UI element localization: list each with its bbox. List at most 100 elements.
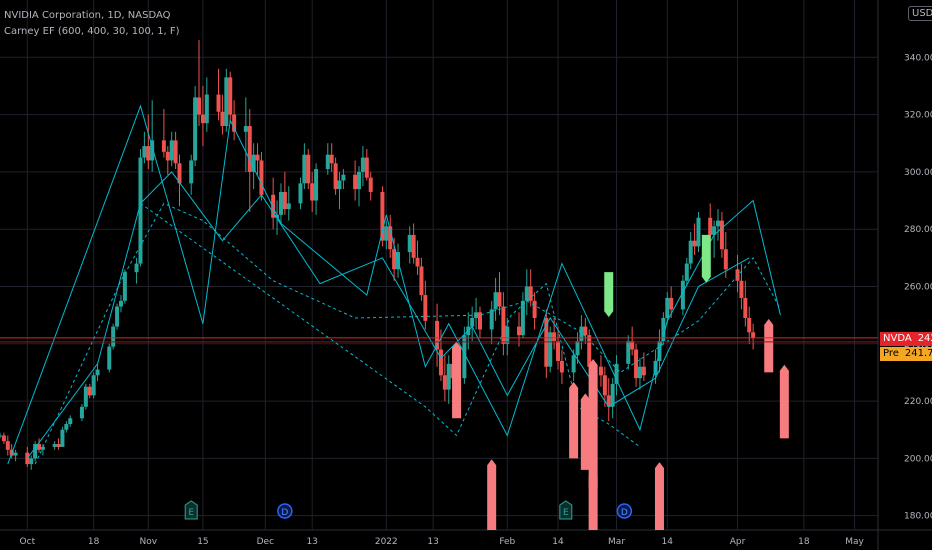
dashed-pattern-line	[34, 202, 781, 465]
candle-up	[337, 180, 342, 190]
candle-down	[255, 154, 260, 161]
bear-signal-marker	[588, 358, 598, 488]
chart-title: NVIDIA Corporation, 1D, NASDAQ	[4, 10, 171, 21]
candle-up	[489, 309, 494, 330]
candle-up	[610, 383, 615, 407]
candle-up	[493, 292, 498, 310]
earnings-event-icon[interactable]: E	[559, 500, 573, 520]
candle-down	[544, 318, 549, 367]
x-tick-label: 18	[798, 537, 810, 547]
event-label: D	[281, 508, 288, 518]
candle-up	[40, 446, 45, 450]
candle-up	[325, 154, 330, 170]
candle-up	[407, 234, 412, 253]
candle-up	[68, 418, 73, 424]
candle-down	[598, 366, 603, 376]
candle-down	[587, 335, 592, 367]
currency-label[interactable]: USD	[908, 6, 932, 21]
candle-up	[520, 300, 525, 336]
candle-up	[360, 157, 365, 172]
bear-signal-marker	[588, 470, 598, 530]
candle-up	[575, 340, 580, 356]
x-tick-label: 14	[552, 537, 564, 547]
bull-signal-marker	[604, 272, 614, 318]
candle-up	[107, 346, 112, 370]
candle-up	[91, 375, 96, 396]
candle-down	[271, 194, 276, 218]
candle-down	[723, 249, 728, 270]
candle-up	[83, 386, 88, 407]
candle-up	[665, 297, 670, 318]
candle-up	[680, 280, 685, 310]
candle-down	[559, 360, 564, 373]
candlestick-series	[0, 40, 756, 470]
candle-down	[197, 97, 202, 115]
candle-down	[388, 226, 393, 250]
bull-signal-marker	[701, 234, 711, 283]
candle-down	[423, 295, 428, 321]
candle-down	[719, 220, 724, 250]
candle-down	[364, 157, 369, 178]
bear-signal-marker	[779, 364, 789, 439]
candle-down	[368, 177, 373, 192]
earnings-event-icon[interactable]: E	[184, 500, 198, 520]
candle-down	[1, 435, 6, 442]
indicator-legend[interactable]: Carney EF (600, 400, 30, 100, 1, F)	[4, 26, 180, 37]
candle-down	[708, 217, 713, 235]
x-tick-label: 15	[197, 537, 208, 547]
candle-up	[470, 318, 475, 327]
x-tick-label: 13	[427, 537, 438, 547]
dividend-event-icon[interactable]: D	[277, 503, 293, 519]
candle-up	[446, 363, 451, 390]
candle-down	[556, 340, 561, 361]
y-tick-label: 220.00	[904, 397, 932, 407]
y-tick-label: 320.00	[904, 111, 932, 121]
x-tick-label: Mar	[608, 537, 625, 547]
y-tick-label: 300.00	[904, 168, 932, 178]
candle-up	[13, 452, 18, 456]
candle-down	[692, 240, 697, 247]
last-price-value: 242.08	[914, 332, 932, 346]
candle-up	[33, 444, 38, 459]
candle-up	[637, 366, 642, 379]
candle-up	[142, 146, 147, 158]
candle-up	[341, 174, 346, 181]
candle-down	[751, 332, 756, 339]
pattern-line	[26, 171, 750, 459]
candle-up	[661, 318, 666, 341]
candle-up	[111, 326, 116, 347]
candle-down	[329, 154, 334, 164]
candle-up	[189, 160, 194, 184]
dashed-pattern-line	[140, 202, 641, 448]
candle-down	[501, 306, 506, 344]
candle-up	[29, 458, 34, 465]
candle-up	[302, 154, 307, 184]
dividend-event-icon[interactable]: D	[616, 503, 633, 519]
candle-down	[161, 140, 166, 152]
price-axis: 180.00200.00220.00240.00260.00280.00300.…	[904, 53, 932, 521]
candle-down	[165, 151, 170, 161]
candle-up	[505, 326, 510, 344]
candle-down	[532, 300, 537, 318]
candle-down	[743, 297, 748, 318]
bear-signal-marker	[569, 381, 579, 459]
y-tick-label: 340.00	[904, 53, 932, 63]
pattern-lines	[7, 104, 781, 465]
pattern-line	[7, 104, 781, 465]
candle-down	[282, 191, 287, 210]
candle-down	[228, 77, 233, 115]
pre-market-symbol: Pre	[883, 348, 899, 359]
bear-signal-marker	[487, 459, 497, 530]
candle-down	[146, 146, 151, 161]
candle-up	[684, 263, 689, 281]
time-axis: Oct 18 Nov 15 Dec 13 2022 13 Feb 14 Mar 14 Apr 18 May	[20, 537, 865, 547]
y-tick-label: 200.00	[904, 454, 932, 464]
candle-up	[579, 326, 584, 341]
candle-down	[630, 340, 635, 350]
candle-up	[524, 286, 529, 301]
candle-down	[497, 292, 502, 307]
candle-down	[220, 111, 225, 127]
candle-down	[380, 191, 385, 241]
